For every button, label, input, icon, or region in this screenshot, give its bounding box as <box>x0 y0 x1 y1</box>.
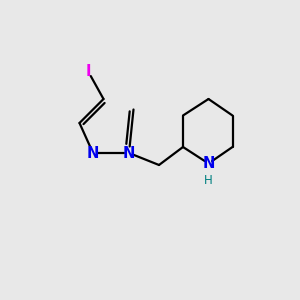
Text: I: I <box>86 64 91 80</box>
Text: H: H <box>204 174 213 188</box>
Text: N: N <box>123 146 135 160</box>
Text: N: N <box>202 156 215 171</box>
Text: N: N <box>87 146 99 160</box>
